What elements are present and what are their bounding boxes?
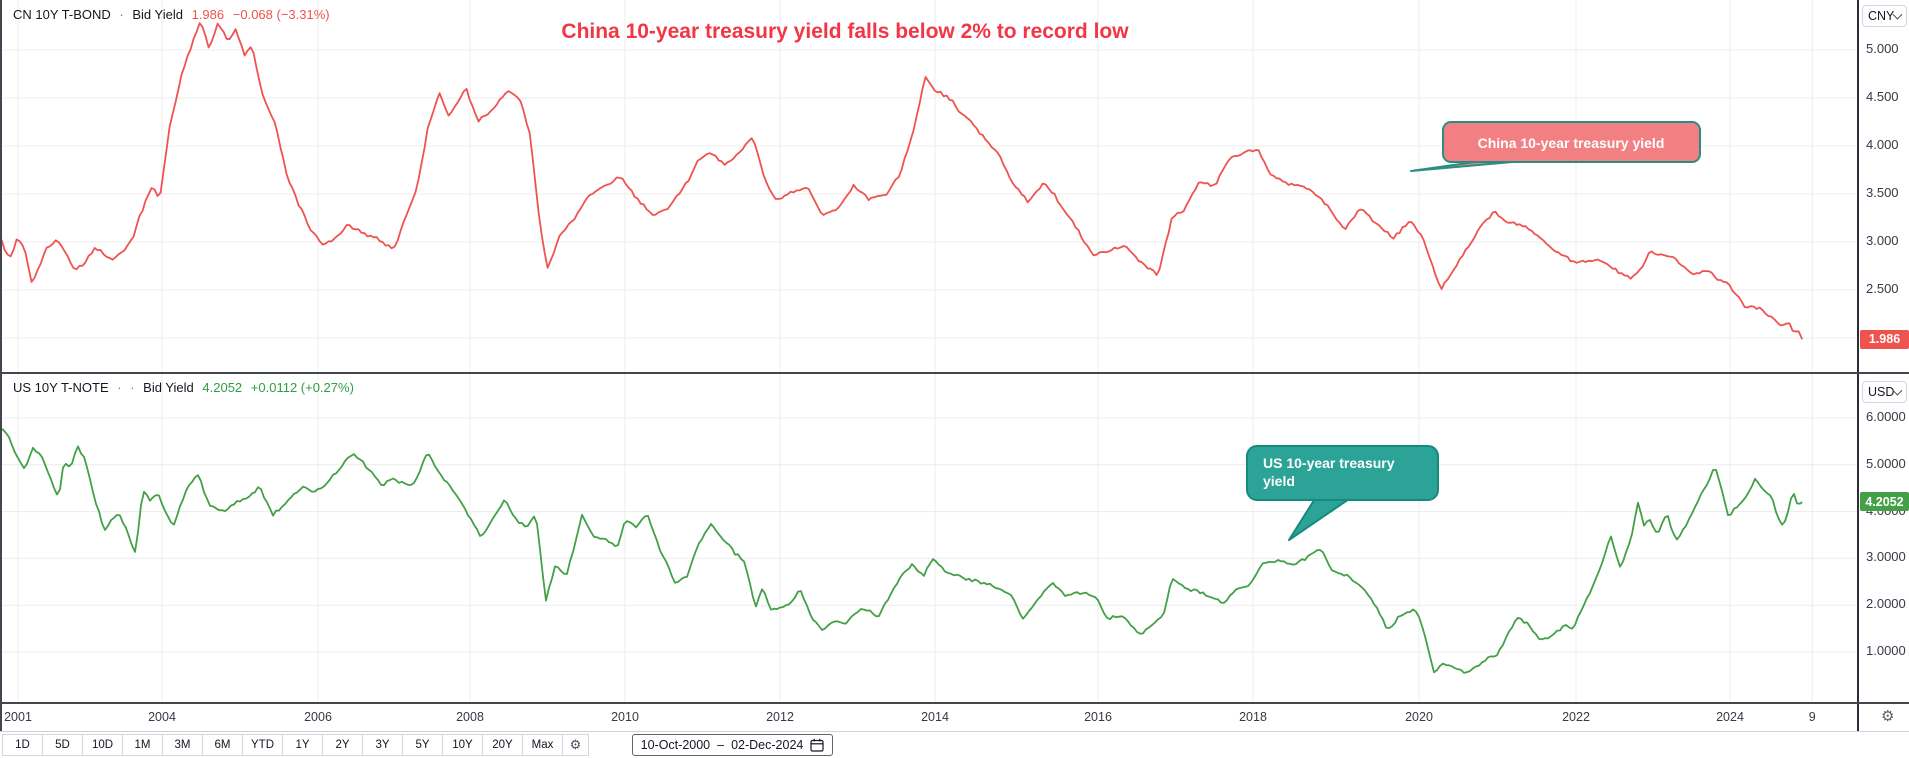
time-axis-label: 2018 xyxy=(1239,710,1267,724)
us-price-axis-label: 3.0000 xyxy=(1866,549,1906,565)
date-range-picker[interactable]: 10-Oct-2000 – 02-Dec-2024 xyxy=(632,734,833,756)
us-chart-canvas[interactable]: US 10-year treasury yield xyxy=(0,373,1857,703)
us-callout-label-line2: yield xyxy=(1263,473,1295,489)
cn-chart-canvas[interactable]: China 10-year treasury yield xyxy=(0,0,1857,373)
time-axis[interactable]: 2001 2004 2006 2008 2010 2012 2014 2016 2018 2020… xyxy=(0,703,1857,731)
us-callout[interactable]: US 10-year treasury yield xyxy=(1246,445,1439,541)
date-range-button-group: 1D 5D 10D 1M 3M 6M YTD 1Y 2Y 3Y 5Y 10Y 20Y Max ⚙ xyxy=(2,734,589,756)
left-edge-border xyxy=(0,0,2,731)
time-axis-label: 2012 xyxy=(766,710,794,724)
range-button-5d[interactable]: 5D xyxy=(42,734,83,756)
us-yield-line[interactable] xyxy=(0,427,1803,674)
us-currency-selector[interactable]: USD xyxy=(1862,381,1907,403)
range-button-10y[interactable]: 10Y xyxy=(442,734,483,756)
us-last-price: 4.2052 xyxy=(202,380,243,395)
annotation-title: China 10-year treasury yield falls below… xyxy=(561,20,1129,43)
cn-price-axis-label: 5.000 xyxy=(1866,41,1899,56)
us-header-separator-1: · xyxy=(117,380,122,395)
cn-symbol-name[interactable]: CN 10Y T-BOND xyxy=(13,7,111,22)
cn-callout-label: China 10-year treasury yield xyxy=(1478,135,1665,151)
time-axis-label: 2022 xyxy=(1562,710,1590,724)
time-axis-label: 2016 xyxy=(1084,710,1112,724)
range-button-20y[interactable]: 20Y xyxy=(482,734,523,756)
cn-last-price: 1.986 xyxy=(191,7,225,22)
time-axis-label: 2020 xyxy=(1405,710,1433,724)
us-currency-label: USD xyxy=(1868,385,1895,399)
cn-price-axis-label: 4.000 xyxy=(1866,137,1899,152)
us-price-axis-label: 5.0000 xyxy=(1866,455,1906,471)
range-button-10d[interactable]: 10D xyxy=(82,734,123,756)
us-price-axis-label: 2.0000 xyxy=(1866,596,1906,612)
range-button-ytd[interactable]: YTD xyxy=(242,734,283,756)
cn-currency-selector[interactable]: CNY xyxy=(1862,5,1907,27)
range-button-1m[interactable]: 1M xyxy=(122,734,163,756)
cn-price-change: −0.068 (−3.31%) xyxy=(232,7,330,22)
us-metric-label: Bid Yield xyxy=(143,380,194,395)
range-button-6m[interactable]: 6M xyxy=(202,734,243,756)
cn-price-axis-label: 3.500 xyxy=(1866,185,1899,200)
time-axis-label: 2001 xyxy=(4,710,32,724)
cn-header-separator: · xyxy=(119,7,124,22)
cn-price-axis-label: 2.500 xyxy=(1866,281,1899,296)
cn-currency-label: CNY xyxy=(1868,9,1895,23)
date-range-end: 02-Dec-2024 xyxy=(731,738,804,752)
time-axis-label: 2010 xyxy=(611,710,639,724)
time-axis-label: 2024 xyxy=(1716,710,1744,724)
time-axis-label: 2008 xyxy=(456,710,484,724)
time-axis-label: 2014 xyxy=(921,710,949,724)
time-axis-label: 9 xyxy=(1808,710,1816,724)
cn-symbol-header[interactable]: CN 10Y T-BOND · Bid Yield 1.986 −0.068 (… xyxy=(13,7,335,22)
cn-callout[interactable]: China 10-year treasury yield xyxy=(1410,121,1701,172)
price-axis-strip[interactable]: CNY USD 1.986 4.2052 ⚙ 5.000 4.500 4.000 3.… xyxy=(1857,0,1909,731)
cn-price-axis-label: 3.000 xyxy=(1866,233,1899,248)
date-range-dash: – xyxy=(717,738,725,752)
us-callout-box xyxy=(1246,445,1439,501)
panel-separator[interactable] xyxy=(0,372,1909,374)
time-axis-separator xyxy=(0,702,1909,704)
toolbar-settings-gear-icon[interactable]: ⚙ xyxy=(562,734,589,756)
cn-metric-label: Bid Yield xyxy=(132,7,183,22)
range-button-1y[interactable]: 1Y xyxy=(282,734,323,756)
us-symbol-name[interactable]: US 10Y T-NOTE xyxy=(13,380,109,395)
range-button-3m[interactable]: 3M xyxy=(162,734,203,756)
time-axis-label: 2004 xyxy=(148,710,176,724)
us-callout-tail xyxy=(1288,496,1353,541)
range-button-5y[interactable]: 5Y xyxy=(402,734,443,756)
cn-last-price-badge: 1.986 xyxy=(1860,329,1909,349)
cn-price-axis-label: 4.500 xyxy=(1866,89,1899,104)
us-price-change: +0.0112 (+0.27%) xyxy=(250,380,354,395)
us-header-separator-2: · xyxy=(130,380,135,395)
time-axis-label: 2006 xyxy=(304,710,332,724)
date-range-start: 10-Oct-2000 xyxy=(640,738,711,752)
us-callout-label-line1: US 10-year treasury xyxy=(1263,455,1395,471)
range-button-2y[interactable]: 2Y xyxy=(322,734,363,756)
us-price-axis-label: 1.0000 xyxy=(1866,643,1906,658)
range-button-max[interactable]: Max xyxy=(522,734,563,756)
axis-settings-gear-icon[interactable]: ⚙ xyxy=(1881,708,1895,725)
range-button-3y[interactable]: 3Y xyxy=(362,734,403,756)
us-symbol-header[interactable]: US 10Y T-NOTE · · Bid Yield 4.2052 +0.01… xyxy=(13,380,359,395)
us-last-price-badge: 4.2052 xyxy=(1860,492,1909,512)
bottom-toolbar: 1D 5D 10D 1M 3M 6M YTD 1Y 2Y 3Y 5Y 10Y 20Y Max ⚙ 10-Oc… xyxy=(0,731,1909,758)
cn-callout-box xyxy=(1442,121,1701,163)
us-price-axis-label: 6.0000 xyxy=(1866,409,1906,424)
cn-yield-line[interactable] xyxy=(0,22,1803,340)
calendar-icon xyxy=(810,738,824,752)
range-button-1d[interactable]: 1D xyxy=(2,734,43,756)
